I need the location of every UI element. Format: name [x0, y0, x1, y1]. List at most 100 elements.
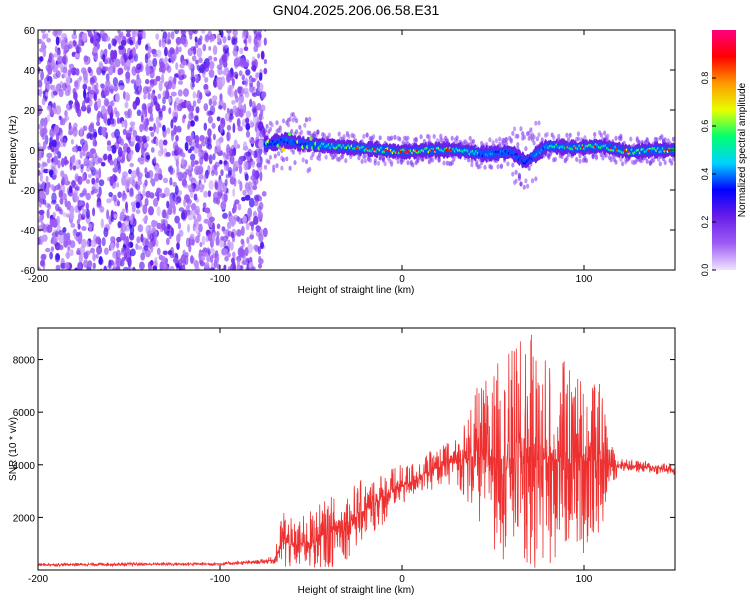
spectrogram-cell — [227, 239, 231, 249]
spectrogram-cell — [172, 116, 178, 123]
spectrogram-cell — [144, 197, 149, 207]
spectrogram-cell — [59, 244, 64, 251]
spectrogram-cell — [237, 203, 242, 211]
spectrogram-cell — [46, 182, 50, 191]
snr-x-tick-label: -100 — [210, 574, 230, 585]
spectrogram-cell — [129, 224, 135, 236]
spectrogram-cell — [475, 159, 479, 165]
spectrogram-cell — [504, 140, 508, 146]
spectrogram-cell — [606, 133, 610, 139]
spectrogram-cell — [235, 74, 238, 80]
spectrogram-cell — [113, 175, 118, 182]
spectrogram-cell — [191, 76, 196, 84]
spectrogram-cell — [173, 107, 178, 117]
spectrogram-cell — [161, 41, 166, 48]
spectrogram-cell — [67, 246, 71, 252]
spectrogram-cell — [180, 211, 186, 220]
spectrogram-cell — [204, 77, 209, 83]
spectrogram-cell — [226, 124, 232, 131]
spectrogram-cell — [344, 158, 348, 164]
spectrogram-cell — [203, 269, 207, 270]
spectrogram-cell — [137, 36, 142, 46]
spectrogram-cell — [113, 85, 119, 92]
spectrogram-cell — [168, 107, 172, 115]
spectrogram-cell — [88, 124, 95, 133]
spectrogram-cell — [74, 80, 78, 88]
spectrogram-cell — [270, 122, 274, 128]
spectrogram-cell — [311, 151, 315, 157]
spectrogram-cell — [158, 111, 163, 121]
spectrogram-cell — [253, 244, 259, 251]
spectrogram-cell — [155, 239, 159, 247]
spectrogram-cell — [116, 249, 121, 259]
spectrogram-cell — [190, 131, 195, 141]
spectrogram-cell — [143, 142, 149, 149]
spectrogram-cell — [516, 142, 520, 147]
spectrogram-cell — [240, 155, 244, 163]
spectrogram-cell — [304, 117, 309, 123]
spectrogram-cell — [152, 231, 158, 242]
spectrogram-cell — [334, 152, 338, 158]
spectrogram-cell — [124, 101, 129, 109]
spectrogram-cell — [277, 151, 281, 157]
spectrogram-cell — [86, 240, 90, 248]
spectrogram-cell — [77, 213, 83, 221]
spectrogram-cell — [242, 215, 248, 224]
spectrogram-cell — [160, 146, 164, 155]
spectrogram-cell — [60, 170, 65, 178]
spectrogram-x-label: Height of straight line (km) — [298, 285, 415, 296]
spectrogram-cell — [566, 152, 571, 158]
spectrogram-cell — [54, 242, 61, 251]
spectrogram-cell — [75, 185, 80, 191]
spectrogram-cell — [419, 134, 423, 140]
spectrogram-cell — [116, 182, 120, 188]
spectrogram-cell — [81, 226, 87, 231]
spectrogram-cell — [39, 214, 42, 221]
spectrogram-cell — [60, 262, 66, 270]
spectrogram-cell — [116, 236, 122, 243]
spectrogram-cell — [157, 93, 162, 100]
spectrogram-cell — [228, 166, 233, 176]
spectrogram-cell — [511, 162, 515, 168]
spectrogram-cell — [499, 164, 503, 170]
spectrogram-cell — [52, 90, 58, 96]
spectrogram-cell — [177, 171, 184, 182]
spectrogram-cell — [90, 239, 97, 248]
spectrogram-cell — [360, 159, 364, 164]
spectrogram-cell — [199, 241, 203, 248]
spectrogram-cell — [229, 84, 234, 90]
spectrogram-cell — [38, 123, 43, 130]
spectrogram-cell — [435, 138, 440, 144]
spectrogram-cell — [123, 52, 129, 61]
spectrogram-cell — [108, 259, 112, 269]
spectrogram-cell — [192, 46, 197, 56]
spectrogram-cell — [61, 269, 63, 270]
spectrogram-cell — [123, 62, 128, 71]
spectrogram-cell — [256, 37, 262, 48]
spectrogram-cell — [245, 122, 251, 131]
spectrogram-cell — [352, 133, 356, 139]
spectrogram-cell — [130, 170, 137, 179]
spectrogram-cell — [175, 135, 179, 142]
spectrogram-cell — [211, 34, 215, 42]
spectrogram-cell — [232, 30, 238, 37]
spectrogram-cell — [82, 83, 88, 90]
spectrogram-cell — [235, 56, 240, 65]
spectrogram-cell — [40, 259, 45, 267]
spectrogram-cell — [104, 247, 109, 255]
spectrogram-cell — [90, 165, 94, 171]
spectrogram-cell — [255, 72, 258, 81]
spectrogram-cell — [242, 189, 247, 196]
spectrogram-cell — [142, 188, 146, 198]
spectrogram-cell — [46, 157, 51, 164]
spectrogram-cell — [121, 120, 125, 128]
spectrogram-cell — [153, 197, 159, 207]
spectrogram-cell — [182, 74, 187, 79]
spectrogram-cell — [103, 66, 109, 72]
spectrogram-cell — [143, 93, 147, 100]
spectrogram-cell — [203, 190, 209, 198]
spectrogram-cell — [50, 200, 57, 205]
spectrogram-cell — [54, 30, 59, 38]
spectrogram-cell — [442, 160, 446, 166]
colorbar-ticks: 0.0 0.2 0.4 0.6 0.8 — [700, 72, 716, 276]
